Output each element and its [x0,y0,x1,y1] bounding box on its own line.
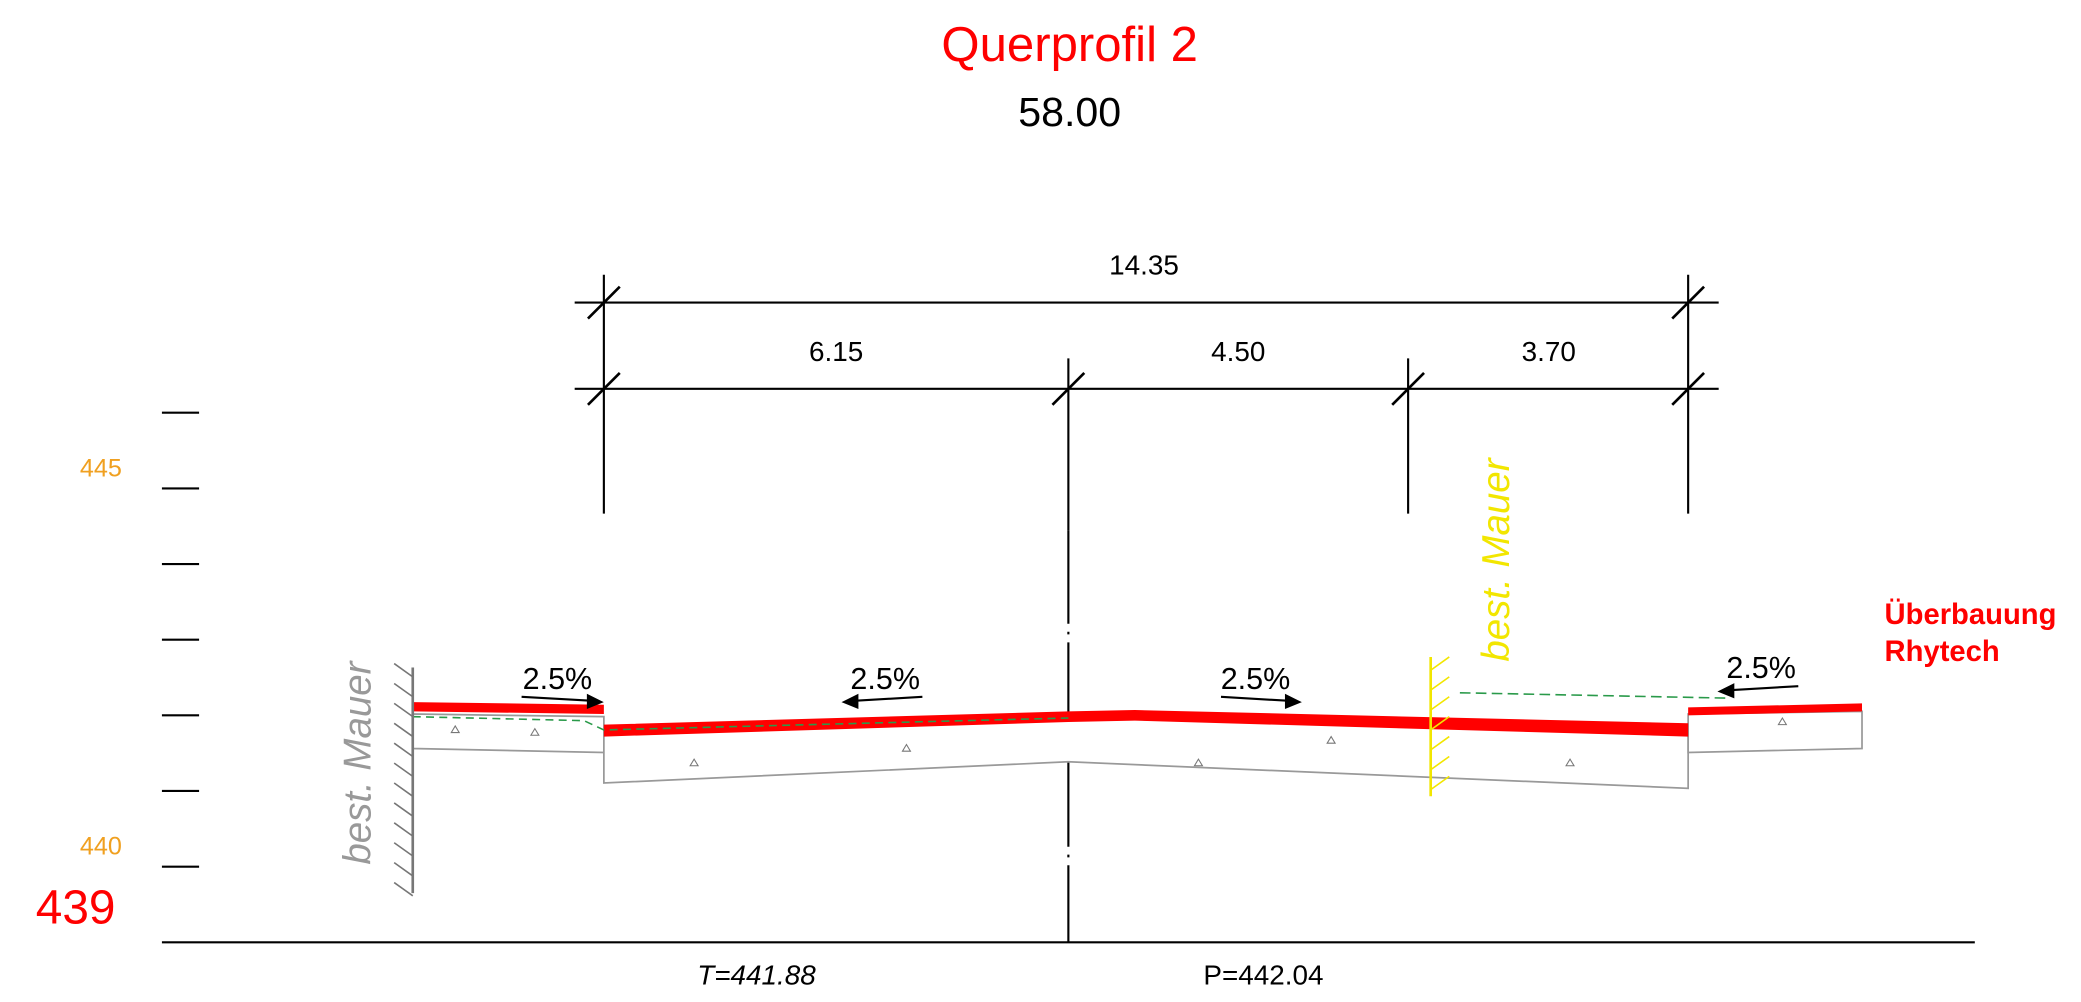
dimension-lines [574,274,1719,943]
elevation-ticks [161,411,1975,944]
terrain-elevation: T=441.88 [697,960,816,991]
wall-label: best. Mauer [336,659,379,864]
slope-arrows [521,683,1799,709]
station: 58.00 [1018,89,1121,135]
dimension-segment: 4.50 [1211,336,1265,367]
left-wall [393,662,415,897]
dimension-total: 14.35 [1109,250,1179,281]
title: Querprofil 2 [941,18,1198,72]
dimension-segment: 6.15 [809,336,863,367]
project-elevation: P=442.04 [1203,960,1323,991]
slope-label: 2.5% [850,662,920,696]
elevation-label: 440 [80,833,122,861]
right-wall [1429,656,1450,797]
slope-label: 2.5% [1221,662,1291,696]
slope-label: 2.5% [1726,651,1796,685]
development-label: Rhytech [1885,636,2000,668]
elevation-base: 439 [36,882,116,935]
elevation-label: 445 [80,454,122,482]
slope-label: 2.5% [523,662,593,696]
wall-label: best. Mauer [1475,456,1518,661]
dimension-segment: 3.70 [1522,336,1576,367]
road-structure [411,691,1863,790]
development-label: Überbauung [1885,598,2057,631]
